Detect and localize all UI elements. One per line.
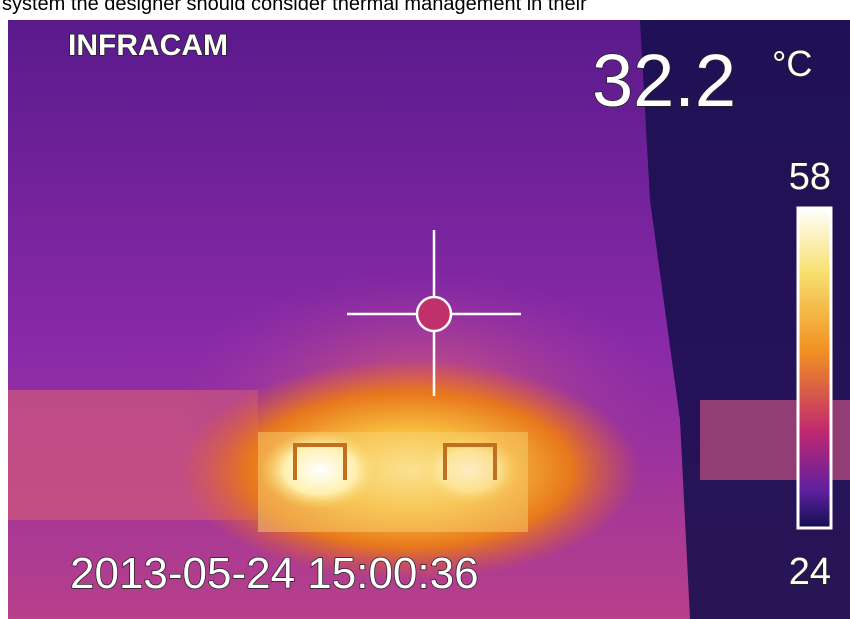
crosshair: [347, 230, 521, 396]
timestamp: 2013-05-24 15:00:36: [70, 549, 479, 598]
scale-min: 24: [789, 551, 831, 593]
unit: °C: [772, 43, 812, 84]
brand: INFRACAM: [68, 29, 228, 62]
scale-max: 58: [789, 156, 831, 198]
temperature: 32.2: [592, 39, 736, 122]
caption: system the designer should consider ther…: [2, 0, 587, 15]
color-scale: [796, 206, 833, 530]
